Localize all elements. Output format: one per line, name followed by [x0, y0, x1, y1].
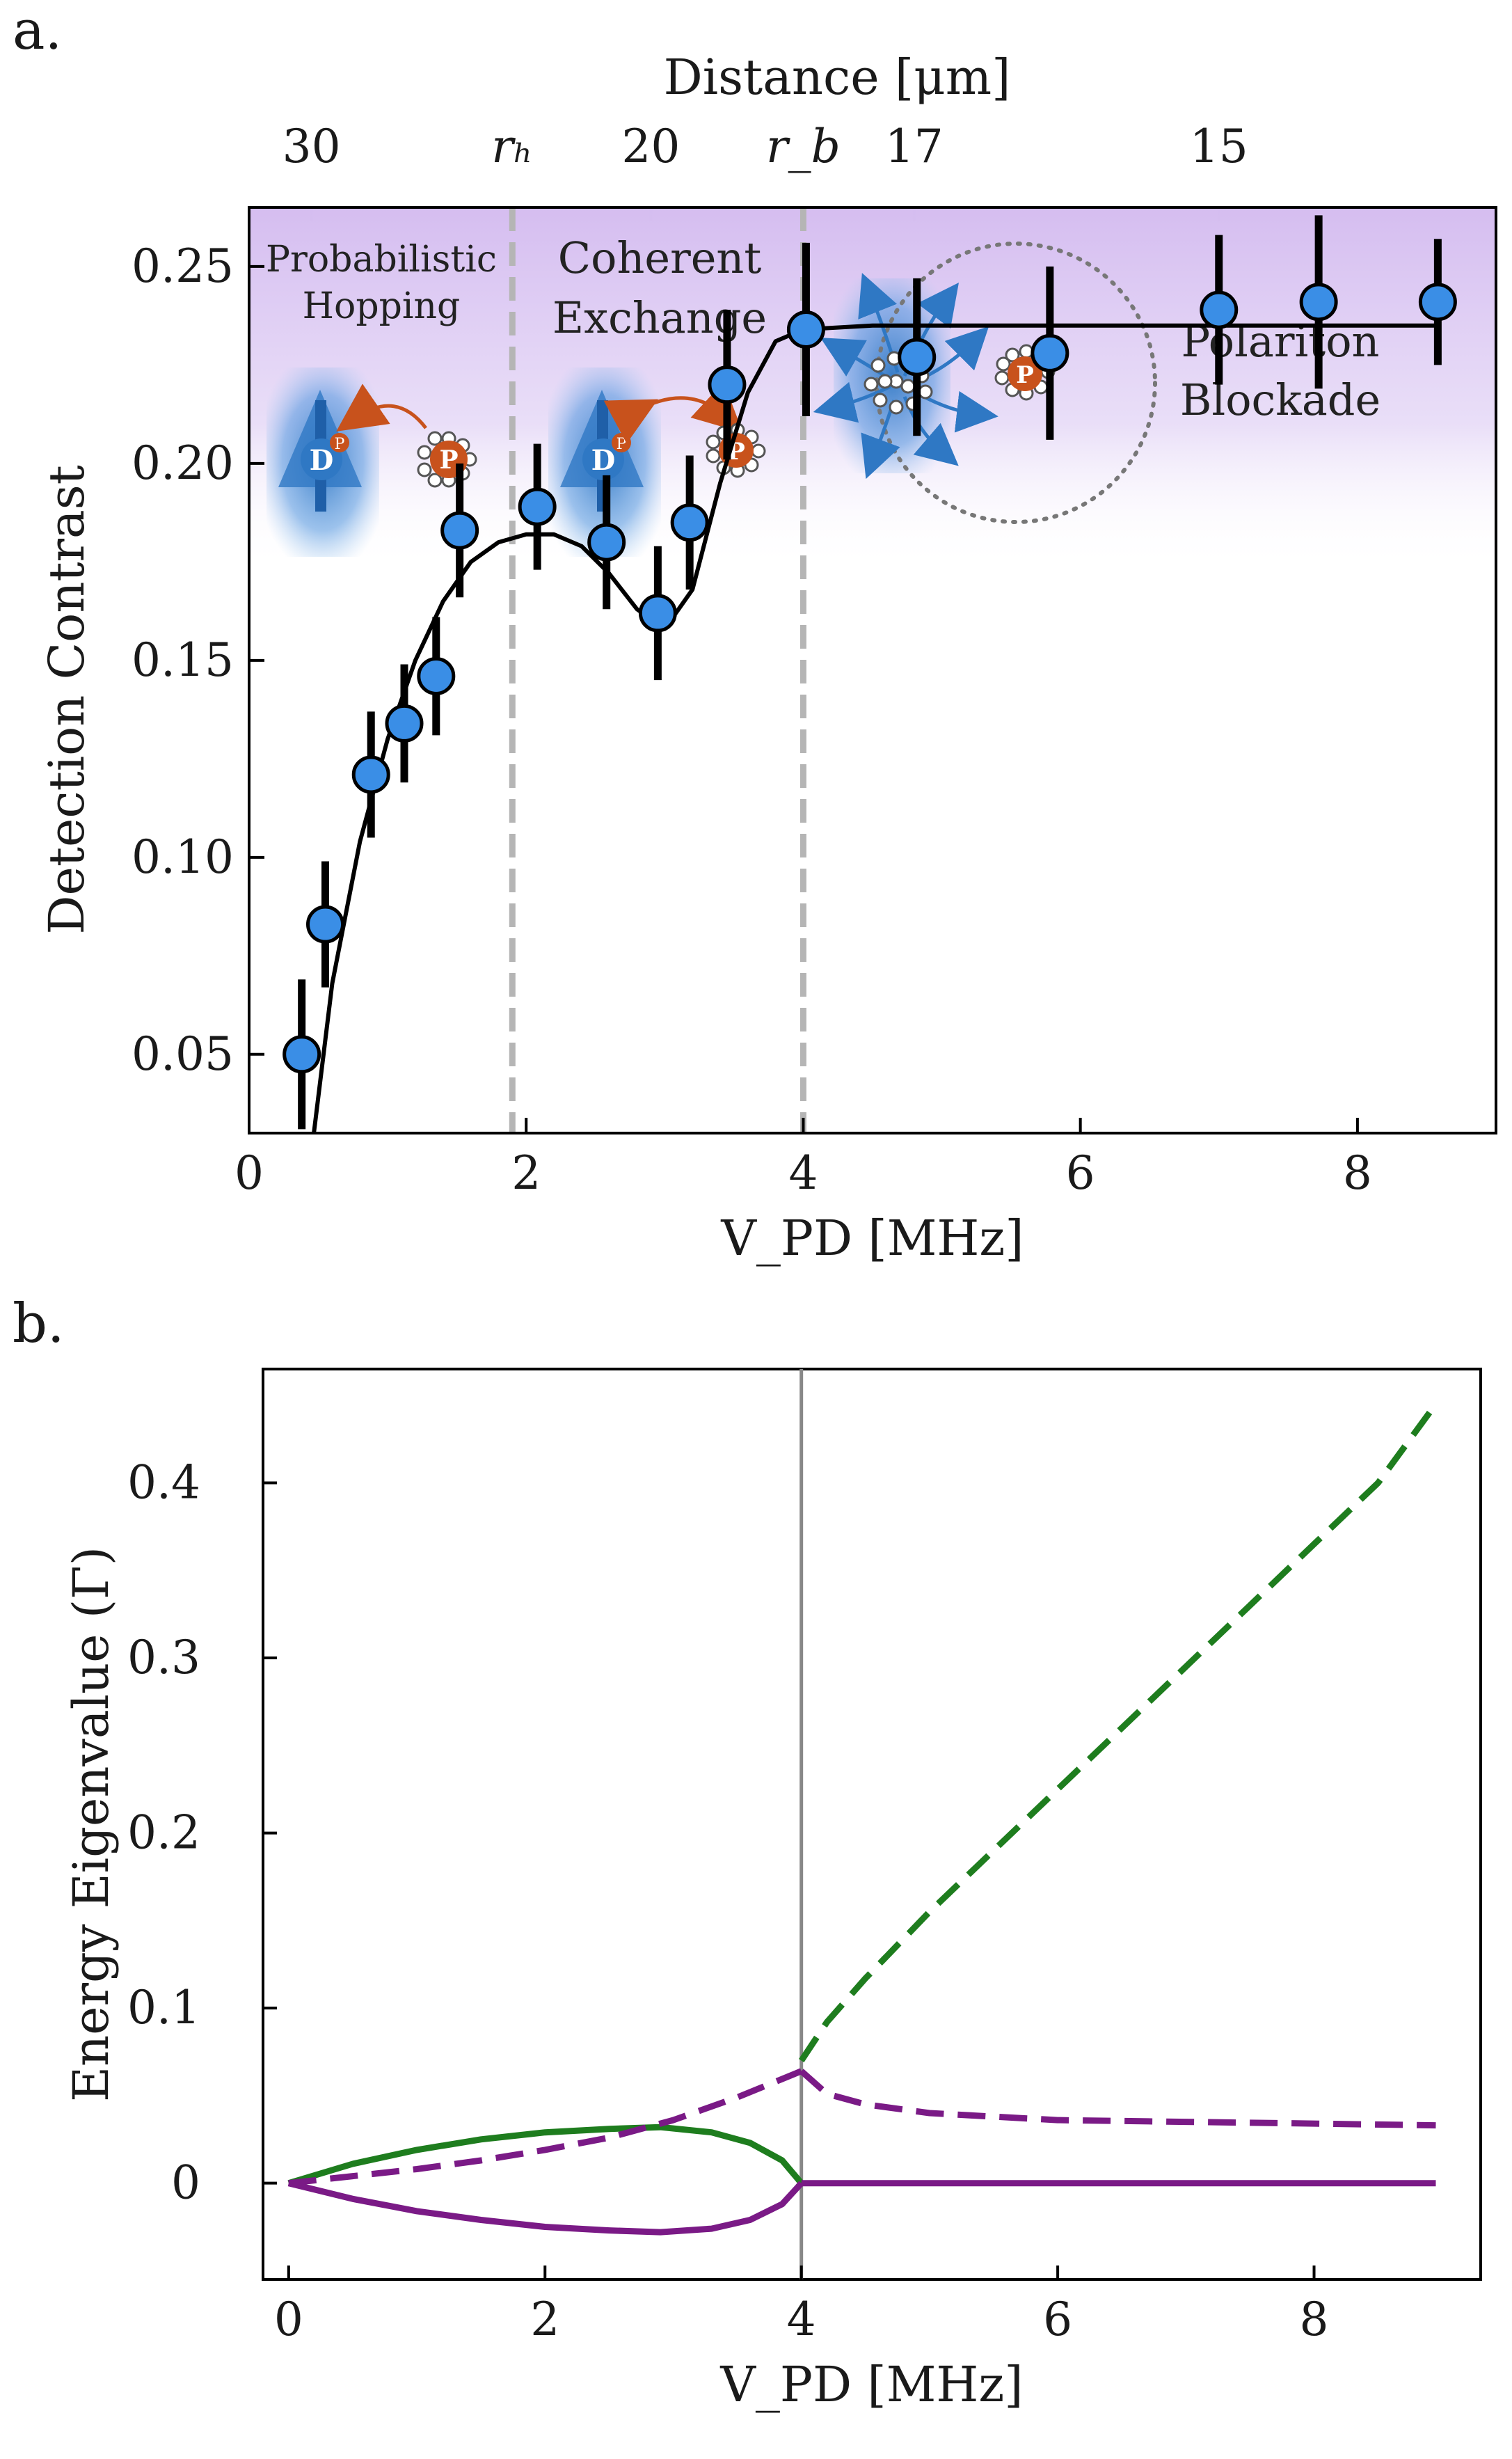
- atom-d-label-2: D: [591, 444, 616, 477]
- atom-p-small-1: P: [335, 436, 345, 453]
- x-tick-label-4: 8: [1343, 1146, 1372, 1200]
- atom-p-small-2: P: [616, 436, 627, 453]
- series-purple-dashed-3: [288, 2068, 803, 2187]
- y-tick-label-2: 0.15: [132, 633, 234, 687]
- data-point-12: [898, 338, 937, 377]
- y-axis-label-a: Detection Contrast: [38, 465, 95, 934]
- coherent-label-line2: Exchange: [552, 292, 767, 343]
- plot-frame-b: [262, 1368, 1482, 2281]
- b-x-tick-label-0: 0: [274, 2293, 303, 2346]
- series-purple-solid-1: [287, 2180, 804, 2236]
- data-point-0: [282, 1035, 321, 1074]
- polariton-label-line2: Blockade: [1180, 374, 1380, 425]
- data-point-15: [1299, 283, 1338, 322]
- top-tick-label-3: r_b: [766, 120, 841, 173]
- top-tick-label-5: 15: [1190, 120, 1248, 173]
- x-tick-label-2: 4: [788, 1146, 818, 1200]
- b-y-tick-label-1: 0.1: [127, 1981, 200, 2034]
- data-point-14: [1200, 290, 1239, 329]
- top-tick-label-2: 20: [621, 120, 680, 173]
- top-tick-label-1: rₕ: [491, 120, 533, 173]
- b-x-tick-label-1: 2: [530, 2293, 559, 2346]
- y-tick-label-4: 0.25: [132, 239, 234, 293]
- data-point-13: [1030, 333, 1069, 372]
- data-point-2: [351, 755, 390, 794]
- atom-p-label-1: P: [439, 445, 458, 475]
- b-x-tick-label-2: 4: [787, 2293, 816, 2346]
- b-y-tick-label-2: 0.2: [127, 1806, 200, 1860]
- y-axis-label-b: Energy Eigenvalue (Γ): [63, 1547, 120, 2102]
- x-axis-label-b: V_PD [MHz]: [719, 2356, 1023, 2413]
- data-point-7: [587, 523, 626, 562]
- x-axis-label-a: V_PD [MHz]: [720, 1210, 1024, 1267]
- y-tick-label-3: 0.20: [132, 436, 234, 490]
- b-x-tick-label-3: 6: [1043, 2293, 1072, 2346]
- probabilistic-label-line1: Probabilistic: [266, 239, 497, 280]
- data-point-10: [708, 365, 747, 404]
- x-tick-label-1: 2: [511, 1146, 541, 1200]
- energy-eigenvalue-chart: 0 2 4 6 8 0 0.1 0.2 0.3 0.4 V_PD [MHz] Energy Eigen…: [63, 1368, 1482, 2413]
- panel-a-label: a.: [13, 0, 62, 62]
- series-purple-dashed-4: [799, 2069, 1436, 2129]
- series-green-solid-0: [287, 2124, 804, 2187]
- data-point-4: [417, 656, 456, 695]
- data-point-3: [385, 704, 424, 743]
- b-x-tick-label-4: 8: [1300, 2293, 1329, 2346]
- data-point-8: [638, 594, 677, 633]
- data-point-16: [1418, 283, 1457, 322]
- top-axis-label: Distance [μm]: [664, 49, 1011, 106]
- plot-frame-a: [248, 206, 1497, 1134]
- data-point-5: [440, 511, 479, 550]
- b-y-tick-label-4: 0.4: [127, 1456, 200, 1510]
- data-point-11: [786, 310, 825, 349]
- atom-d-label-1: D: [310, 444, 334, 477]
- probabilistic-label-line2: Hopping: [303, 285, 461, 327]
- detection-contrast-chart: 0 2 4 6 8 0.05 0.10 0.15 0.20 0.25 V_PD [MHz] Detec…: [38, 206, 1497, 1267]
- y-tick-label-1: 0.10: [132, 830, 234, 884]
- b-y-tick-label-3: 0.3: [127, 1631, 200, 1684]
- x-tick-label-0: 0: [234, 1146, 264, 1200]
- coherent-label-line1: Coherent: [558, 232, 762, 283]
- b-y-tick-label-0: 0: [171, 2156, 200, 2210]
- data-point-6: [518, 487, 557, 526]
- top-tick-label-4: 17: [885, 120, 944, 173]
- x-tick-label-3: 6: [1066, 1146, 1095, 1200]
- atom-p-label-3: P: [1016, 361, 1034, 389]
- data-point-1: [306, 905, 345, 944]
- series-green-dashed-5: [798, 1402, 1439, 2063]
- top-tick-label-0: 30: [282, 120, 341, 173]
- hopping-illustration: D P P: [266, 367, 477, 557]
- y-tick-label-0: 0.05: [132, 1027, 234, 1081]
- panel-b-label: b.: [13, 1292, 65, 1355]
- data-point-9: [670, 503, 709, 542]
